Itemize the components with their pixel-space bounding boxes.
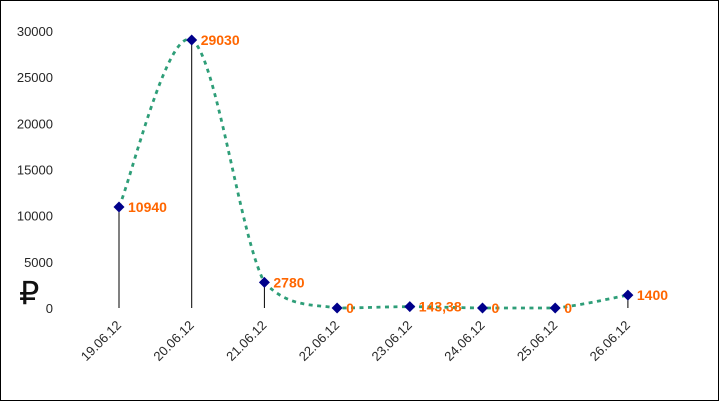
y-axis-tick-label: 20000 [17,116,53,131]
data-point-label: 1400 [637,287,668,303]
x-axis-tick-label: 23.06.12 [369,318,415,364]
x-axis-tick-label: 20.06.12 [150,318,196,364]
data-point-label: 2780 [273,274,304,290]
currency-ruble-symbol: ₽ [19,274,40,312]
data-point-marker [622,289,634,301]
x-axis-tick-label: 22.06.12 [296,318,342,364]
data-point-marker [186,34,198,46]
x-axis-tick-label: 26.06.12 [587,318,633,364]
y-axis-tick-label: 15000 [17,163,53,178]
data-point-label: 143,38 [419,299,462,315]
data-point-label: 29030 [201,32,240,48]
y-axis-tick-label: 0 [46,301,53,316]
x-axis-tick-label: 24.06.12 [441,318,487,364]
x-axis-tick-label: 21.06.12 [223,318,269,364]
data-point-marker [549,302,561,314]
x-axis-tick-label: 25.06.12 [514,318,560,364]
x-axis-tick-label: 19.06.12 [78,318,124,364]
y-axis-tick-label: 30000 [17,24,53,39]
data-point-marker [331,302,343,314]
data-point-marker [113,201,125,213]
data-point-label: 10940 [128,199,167,215]
y-axis-tick-label: 5000 [24,255,53,270]
series-line [117,38,629,310]
data-point-label: 0 [492,300,500,316]
data-point-label: 0 [346,300,354,316]
y-axis-tick-label: 25000 [17,70,53,85]
data-point-marker [258,276,270,288]
data-point-marker [404,301,416,313]
data-point-label: 0 [564,300,572,316]
y-axis-tick-label: 10000 [17,209,53,224]
data-point-marker [477,302,488,314]
